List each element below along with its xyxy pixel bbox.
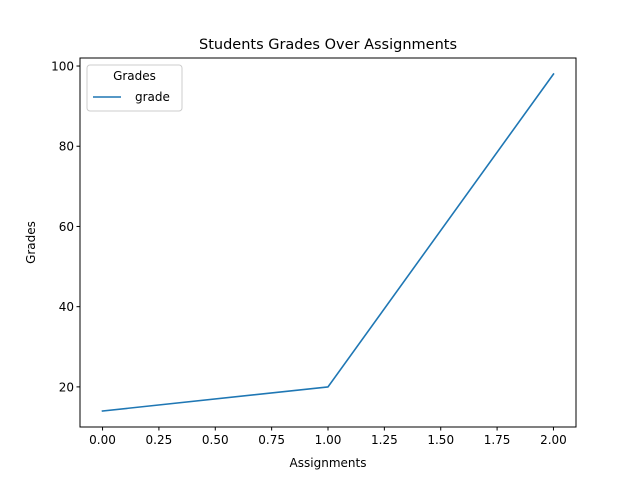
x-tick-label: 0.25 xyxy=(146,433,173,447)
legend-box xyxy=(86,64,183,112)
x-tick-label: 0.00 xyxy=(89,433,116,447)
x-tick-label: 1.00 xyxy=(315,433,342,447)
x-tick-label: 1.75 xyxy=(484,433,511,447)
series-line-grade xyxy=(101,72,555,412)
x-axis-ticks: 0.00 0.25 0.50 0.75 1.00 1.25 1.50 1.75 2.00 xyxy=(89,427,567,447)
plot-area xyxy=(79,57,577,428)
x-tick-label: 2.00 xyxy=(540,433,567,447)
x-tick-label: 1.50 xyxy=(427,433,454,447)
axes-frame xyxy=(79,57,577,428)
y-axis-label: Grades xyxy=(24,221,38,264)
chart-title: Students Grades Over Assignments xyxy=(199,37,457,53)
x-axis-label: Assignments xyxy=(290,456,367,470)
legend: Grades grade xyxy=(86,64,183,112)
y-tick-label: 40 xyxy=(59,300,74,314)
x-tick-label: 0.50 xyxy=(202,433,229,447)
y-tick-label: 20 xyxy=(59,380,74,394)
y-tick-label: 100 xyxy=(51,60,74,74)
legend-label-grade: grade xyxy=(135,90,170,104)
y-tick-label: 60 xyxy=(59,220,74,234)
x-tick-label: 1.25 xyxy=(371,433,398,447)
series-layer xyxy=(101,72,555,412)
y-axis-ticks: 20 40 60 80 100 xyxy=(51,60,80,394)
legend-title: Grades xyxy=(113,69,156,83)
x-tick-label: 0.75 xyxy=(258,433,285,447)
y-tick-label: 80 xyxy=(59,140,74,154)
